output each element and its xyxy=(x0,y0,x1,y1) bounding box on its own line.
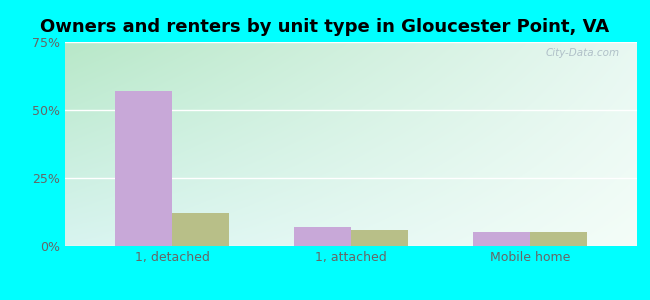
Text: Owners and renters by unit type in Gloucester Point, VA: Owners and renters by unit type in Glouc… xyxy=(40,18,610,36)
Bar xyxy=(530,232,587,246)
Bar xyxy=(115,91,172,246)
Bar xyxy=(294,227,351,246)
Bar xyxy=(473,232,530,246)
Bar xyxy=(351,230,408,246)
Text: City-Data.com: City-Data.com xyxy=(546,48,620,58)
Bar xyxy=(172,213,229,246)
